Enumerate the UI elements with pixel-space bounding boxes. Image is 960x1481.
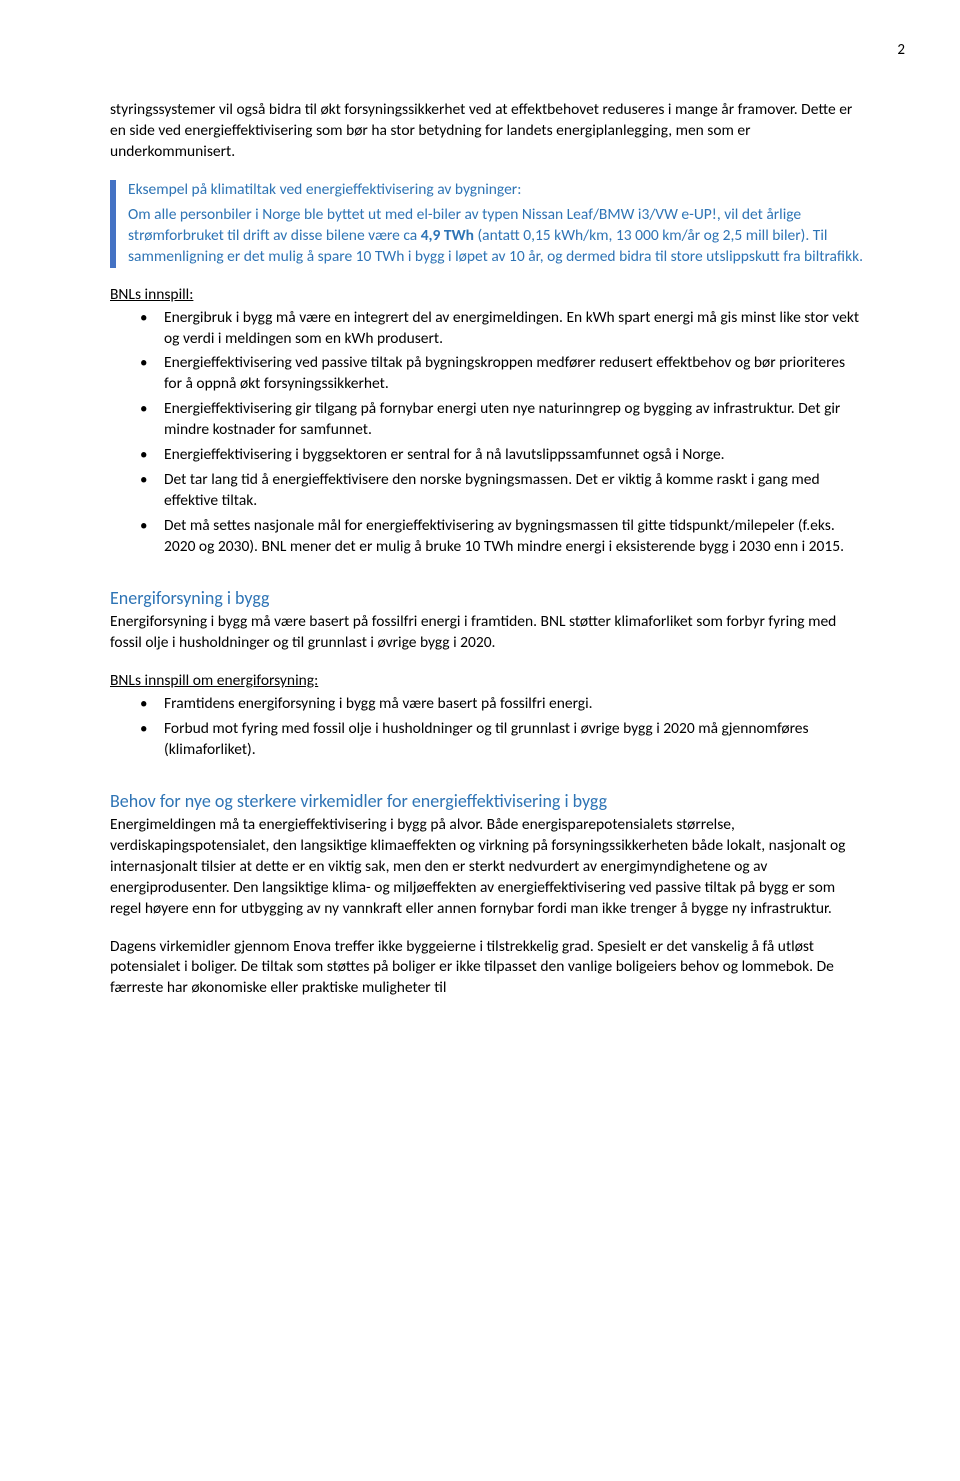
callout-box: Eksempel på klimatiltak ved energieffekt… [110,180,865,268]
list-item: Det må settes nasjonale mål for energief… [146,516,865,558]
intro-paragraph: styringssystemer vil også bidra til økt … [110,100,865,163]
section2-body: Energiforsyning i bygg må være basert på… [110,612,865,654]
section3-body-2: Dagens virkemidler gjennom Enova treffer… [110,937,865,1000]
page-number: 2 [110,40,905,60]
list-item: Framtidens energiforsyning i bygg må vær… [146,694,865,715]
innspill-list-1: Energibruk i bygg må være en integrert d… [110,308,865,558]
section3-body-1: Energimeldingen må ta energieffektiviser… [110,815,865,920]
callout-body: Om alle personbiler i Norge ble byttet u… [128,205,865,268]
section-heading-energiforsyning: Energiforsyning i bygg [110,586,865,610]
innspill-heading-2: BNLs innspill om energiforsyning: [110,671,865,692]
list-item: Energibruk i bygg må være en integrert d… [146,308,865,350]
list-item: Energieffektivisering i byggsektoren er … [146,445,865,466]
callout-bold: 4,9 TWh [421,226,474,245]
innspill-heading-1: BNLs innspill: [110,285,865,306]
list-item: Energieffektivisering ved passive tiltak… [146,353,865,395]
list-item: Energieffektivisering gir tilgang på for… [146,399,865,441]
section-heading-behov: Behov for nye og sterkere virkemidler fo… [110,789,865,813]
list-item: Forbud mot fyring med fossil olje i hush… [146,719,865,761]
callout-heading: Eksempel på klimatiltak ved energieffekt… [128,180,865,201]
list-item: Det tar lang tid å energieffektivisere d… [146,470,865,512]
innspill-list-2: Framtidens energiforsyning i bygg må vær… [110,694,865,761]
